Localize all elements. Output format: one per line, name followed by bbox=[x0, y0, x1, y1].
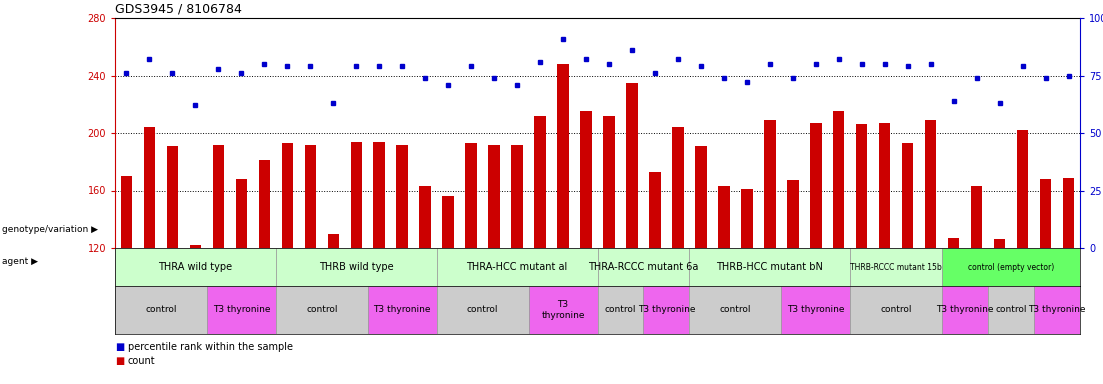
Bar bbox=[810, 123, 822, 248]
Bar bbox=[115, 248, 276, 286]
Bar bbox=[351, 142, 362, 248]
Bar bbox=[190, 245, 201, 248]
Bar bbox=[534, 116, 546, 248]
Bar bbox=[718, 186, 729, 248]
Bar bbox=[1063, 177, 1074, 248]
Bar bbox=[167, 146, 179, 248]
Bar bbox=[489, 144, 500, 248]
Text: T3 thyronine: T3 thyronine bbox=[788, 306, 845, 314]
Bar bbox=[1017, 130, 1028, 248]
Text: genotype/variation ▶: genotype/variation ▶ bbox=[2, 225, 98, 233]
Bar bbox=[689, 248, 850, 286]
Bar bbox=[689, 286, 781, 334]
Text: control: control bbox=[604, 306, 636, 314]
Text: control: control bbox=[719, 306, 751, 314]
Bar bbox=[942, 248, 1080, 286]
Bar bbox=[465, 143, 476, 248]
Bar bbox=[437, 286, 528, 334]
Bar bbox=[1034, 286, 1080, 334]
Bar bbox=[833, 111, 845, 248]
Bar bbox=[741, 189, 752, 248]
Text: control: control bbox=[880, 306, 912, 314]
Bar bbox=[120, 176, 132, 248]
Text: ■: ■ bbox=[115, 342, 125, 352]
Bar bbox=[850, 286, 942, 334]
Bar bbox=[580, 111, 591, 248]
Bar bbox=[374, 142, 385, 248]
Bar bbox=[603, 116, 614, 248]
Bar bbox=[367, 286, 437, 334]
Bar bbox=[988, 286, 1034, 334]
Bar bbox=[650, 172, 661, 248]
Bar bbox=[396, 144, 408, 248]
Text: control: control bbox=[995, 306, 1027, 314]
Bar bbox=[971, 186, 983, 248]
Bar bbox=[850, 248, 942, 286]
Bar bbox=[695, 146, 707, 248]
Text: T3 thyronine: T3 thyronine bbox=[374, 306, 431, 314]
Text: percentile rank within the sample: percentile rank within the sample bbox=[128, 342, 293, 352]
Text: T3
thyronine: T3 thyronine bbox=[542, 300, 585, 320]
Text: THRB-HCC mutant bN: THRB-HCC mutant bN bbox=[716, 262, 823, 272]
Text: control: control bbox=[306, 306, 338, 314]
Bar bbox=[902, 143, 913, 248]
Bar bbox=[442, 196, 454, 248]
Text: count: count bbox=[128, 356, 156, 366]
Text: THRA wild type: THRA wild type bbox=[159, 262, 233, 272]
Text: T3 thyronine: T3 thyronine bbox=[936, 306, 994, 314]
Bar bbox=[281, 143, 293, 248]
Bar bbox=[512, 144, 523, 248]
Bar bbox=[213, 144, 224, 248]
Text: ■: ■ bbox=[115, 356, 125, 366]
Bar bbox=[925, 120, 936, 248]
Text: T3 thyronine: T3 thyronine bbox=[638, 306, 695, 314]
Bar bbox=[328, 233, 339, 248]
Bar bbox=[528, 286, 598, 334]
Bar bbox=[1040, 179, 1051, 248]
Bar bbox=[276, 248, 437, 286]
Text: control (empty vector): control (empty vector) bbox=[968, 263, 1054, 271]
Text: GDS3945 / 8106784: GDS3945 / 8106784 bbox=[115, 2, 242, 15]
Bar bbox=[419, 186, 431, 248]
Text: control: control bbox=[467, 306, 499, 314]
Bar bbox=[942, 286, 988, 334]
Bar bbox=[304, 144, 317, 248]
Bar bbox=[276, 286, 367, 334]
Bar bbox=[947, 238, 960, 248]
Bar bbox=[557, 64, 569, 248]
Text: T3 thyronine: T3 thyronine bbox=[1028, 306, 1085, 314]
Bar bbox=[856, 124, 867, 248]
Text: THRB-RCCC mutant 15b: THRB-RCCC mutant 15b bbox=[850, 263, 942, 271]
Text: agent ▶: agent ▶ bbox=[2, 258, 38, 266]
Text: T3 thyronine: T3 thyronine bbox=[213, 306, 270, 314]
Bar bbox=[879, 123, 890, 248]
Bar bbox=[143, 127, 156, 248]
Bar bbox=[672, 127, 684, 248]
Text: control: control bbox=[146, 306, 176, 314]
Bar bbox=[764, 120, 775, 248]
Text: THRA-RCCC mutant 6a: THRA-RCCC mutant 6a bbox=[588, 262, 698, 272]
Bar bbox=[627, 83, 638, 248]
Bar bbox=[207, 286, 276, 334]
Text: THRB wild type: THRB wild type bbox=[319, 262, 394, 272]
Bar bbox=[115, 286, 207, 334]
Bar bbox=[788, 180, 799, 248]
Text: THRA-HCC mutant al: THRA-HCC mutant al bbox=[467, 262, 568, 272]
Bar bbox=[994, 239, 1005, 248]
Bar bbox=[643, 286, 689, 334]
Bar bbox=[598, 286, 643, 334]
Bar bbox=[598, 248, 689, 286]
Bar bbox=[236, 179, 247, 248]
Bar bbox=[437, 248, 598, 286]
Bar bbox=[258, 160, 270, 248]
Bar bbox=[781, 286, 850, 334]
